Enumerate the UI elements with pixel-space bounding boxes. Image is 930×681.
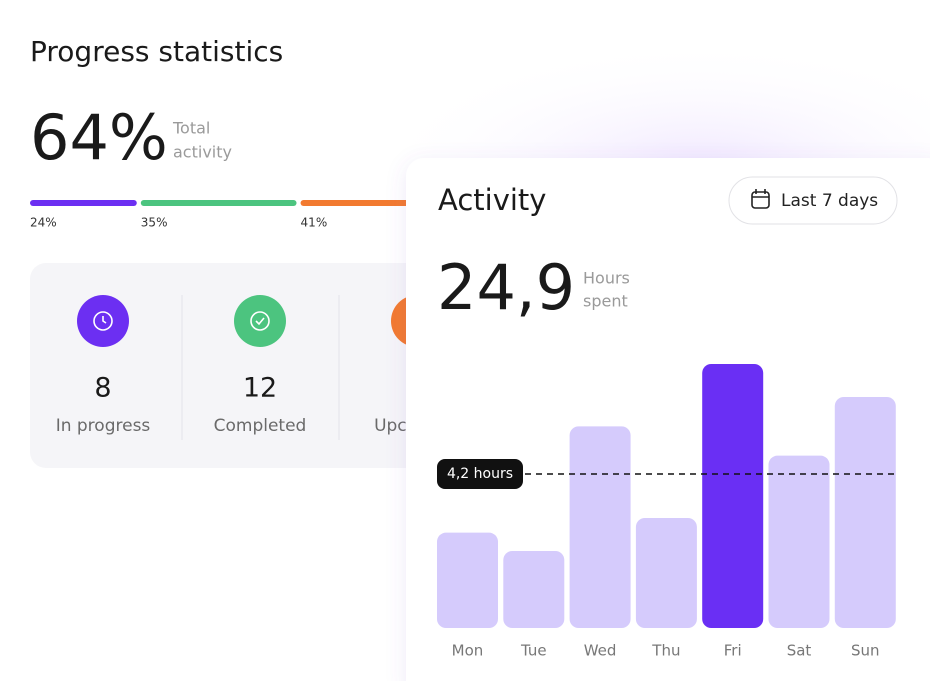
x-tick-label: Wed <box>584 642 617 660</box>
total-label: Total <box>172 119 210 138</box>
card-title: Activity <box>438 183 546 217</box>
bar <box>503 551 565 628</box>
reference-badge <box>437 459 523 489</box>
segment-label: 24% <box>30 216 57 230</box>
button-frame[interactable] <box>728 176 898 225</box>
segment-label: 41% <box>301 216 328 230</box>
hours-label: Hours <box>583 269 630 288</box>
x-tick-label: Mon <box>452 642 484 660</box>
hours-label: spent <box>583 292 628 311</box>
clock-icon <box>93 311 113 331</box>
x-tick-label: Sun <box>851 642 880 660</box>
bar <box>569 426 631 628</box>
x-tick-label: Fri <box>724 642 742 660</box>
stat-icon <box>234 295 286 347</box>
bar <box>768 455 830 628</box>
bar <box>635 518 697 628</box>
total-label: activity <box>173 143 232 162</box>
section-title: Progress statistics <box>30 35 283 68</box>
calendar-icon <box>751 189 770 209</box>
stat-number: 8 <box>94 373 111 404</box>
progress-segment <box>140 200 297 206</box>
progress-segment <box>30 200 137 206</box>
bar <box>702 364 764 628</box>
hours-total: 24,9 <box>437 251 575 324</box>
total-percent: 64% <box>30 101 168 174</box>
x-tick-label: Sat <box>787 642 812 660</box>
segment-label: 35% <box>141 216 168 230</box>
x-tick-label: Thu <box>651 642 680 660</box>
check-icon <box>250 311 270 331</box>
stat-label: In progress <box>56 416 151 436</box>
stat-number: 12 <box>243 373 277 404</box>
bar <box>834 397 896 628</box>
stat-label: Completed <box>214 416 307 436</box>
button-label[interactable]: Last 7 days <box>781 191 878 211</box>
bar <box>437 532 498 628</box>
reference-label: 4,2 hours <box>447 466 513 482</box>
range-button[interactable]: Last 7 days <box>728 176 898 225</box>
x-tick-label: Tue <box>520 642 547 660</box>
stats-panel <box>30 263 470 468</box>
